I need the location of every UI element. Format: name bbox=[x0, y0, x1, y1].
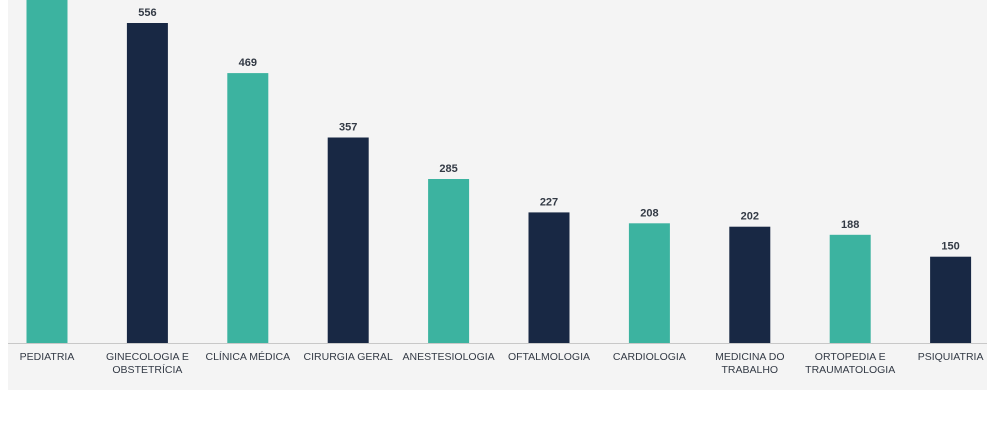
bar-value-label-4: 357 bbox=[339, 122, 357, 134]
category-label-1: PEDIATRIA bbox=[20, 351, 75, 363]
category-label-line: MEDICINA DO bbox=[715, 351, 784, 363]
bar-4 bbox=[327, 137, 369, 343]
category-label-2: GINECOLOGIA E OBSTETRÍCIA bbox=[106, 351, 189, 376]
category-labels-group: PEDIATRIA GINECOLOGIA E OBSTETRÍCIA CLÍNICA… bbox=[20, 350, 984, 376]
category-label-line: GINECOLOGIA E bbox=[106, 351, 189, 363]
bar-6 bbox=[528, 212, 570, 343]
category-label-line: OFTALMOLOGIA bbox=[508, 351, 590, 363]
category-label-line: CLÍNICA MÉDICA bbox=[205, 350, 290, 363]
bar-1 bbox=[26, 0, 68, 343]
category-label-8: MEDICINA DO TRABALHO bbox=[715, 351, 784, 376]
bar-value-label-8: 202 bbox=[741, 211, 759, 223]
category-label-line: OBSTETRÍCIA bbox=[112, 363, 182, 376]
bar-value-label-2: 556 bbox=[138, 7, 156, 19]
bar-2 bbox=[126, 23, 168, 343]
bar-3 bbox=[227, 73, 269, 343]
bar-8 bbox=[729, 226, 771, 343]
bar-value-label-7: 208 bbox=[640, 207, 658, 219]
category-label-10: PSIQUIATRIA bbox=[918, 351, 984, 363]
bar-value-label-3: 469 bbox=[239, 57, 257, 69]
category-label-line: ORTOPEDIA E bbox=[815, 351, 886, 363]
bar-10 bbox=[930, 256, 972, 343]
category-label-5: ANESTESIOLOGIA bbox=[402, 351, 494, 363]
bar-5 bbox=[428, 179, 470, 343]
bar-value-label-10: 150 bbox=[941, 241, 959, 253]
category-label-line: PEDIATRIA bbox=[20, 351, 75, 363]
bars-group bbox=[26, 0, 972, 343]
category-label-line: PSIQUIATRIA bbox=[918, 351, 984, 363]
plot-background bbox=[8, 0, 987, 390]
category-label-9: ORTOPEDIA E TRAUMATOLOGIA bbox=[805, 351, 895, 376]
category-label-4: CIRURGIA GERAL bbox=[304, 351, 393, 363]
category-label-line: TRAUMATOLOGIA bbox=[805, 364, 895, 376]
bar-value-label-5: 285 bbox=[439, 163, 457, 175]
bar-value-label-9: 188 bbox=[841, 219, 859, 231]
category-label-line: CARDIOLOGIA bbox=[613, 351, 686, 363]
category-label-6: OFTALMOLOGIA bbox=[508, 351, 590, 363]
category-label-line: ANESTESIOLOGIA bbox=[402, 351, 494, 363]
category-label-line: CIRURGIA GERAL bbox=[304, 351, 393, 363]
bar-9 bbox=[829, 234, 871, 343]
bar-7 bbox=[628, 223, 670, 343]
value-labels-group: 556 469 357 285 227 208 202 188 150 bbox=[138, 7, 960, 253]
bar-value-label-6: 227 bbox=[540, 196, 558, 208]
category-label-7: CARDIOLOGIA bbox=[613, 351, 686, 363]
category-label-line: TRABALHO bbox=[721, 364, 778, 376]
category-label-3: CLÍNICA MÉDICA bbox=[205, 350, 290, 363]
